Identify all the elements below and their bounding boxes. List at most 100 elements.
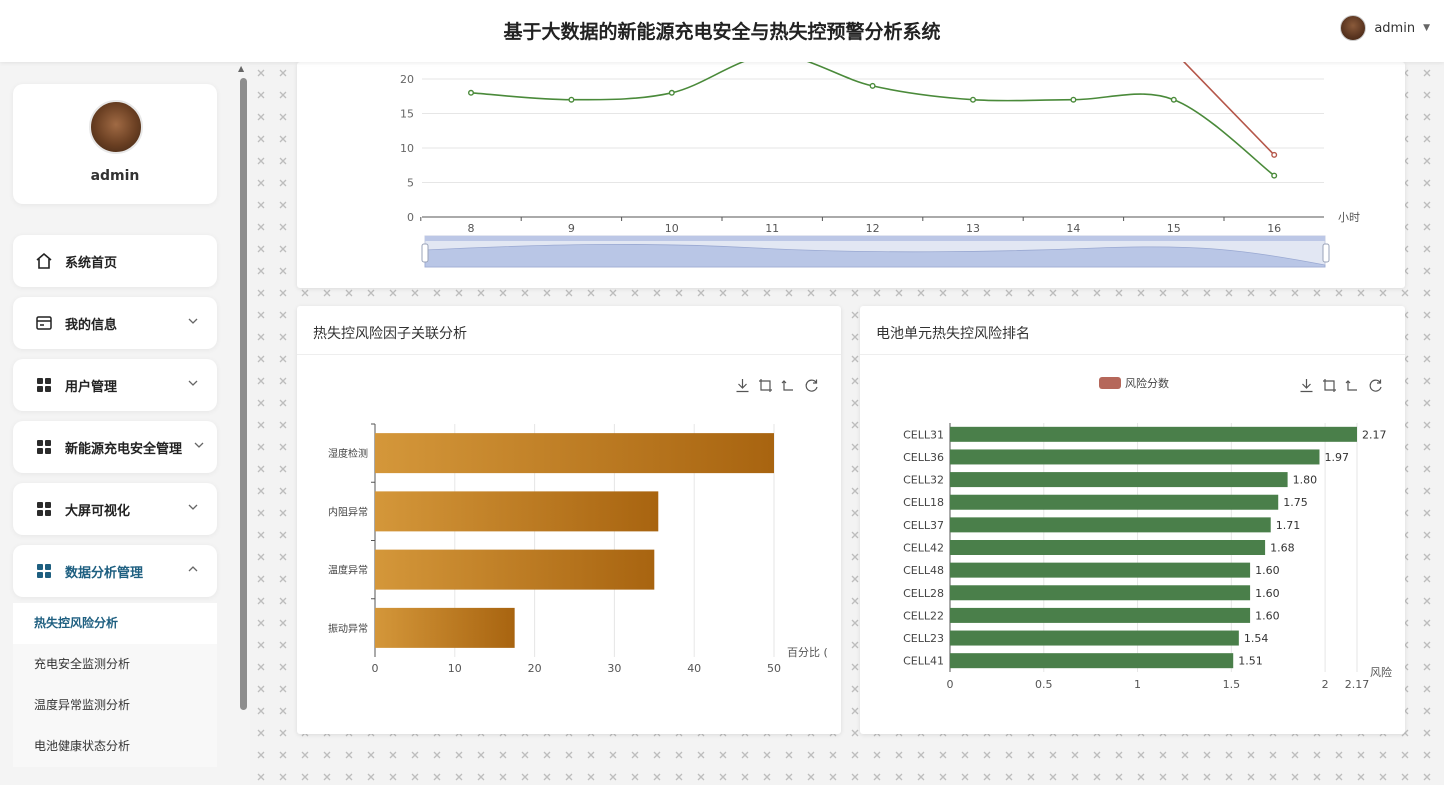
sidebar-item-home[interactable]: 系统首页 xyxy=(13,235,217,287)
restore-icon[interactable] xyxy=(803,377,820,394)
zoom-icon[interactable] xyxy=(1321,377,1338,394)
x-tick-label: 50 xyxy=(767,662,781,675)
data-label: 1.97 xyxy=(1324,451,1349,464)
y-tick-label: 5 xyxy=(407,177,414,190)
bar xyxy=(375,549,655,590)
chart-toolbox xyxy=(1298,377,1384,394)
x-tick-label: 40 xyxy=(687,662,701,675)
sidebar-item-big-screen[interactable]: 大屏可视化 xyxy=(13,483,217,535)
sidebar-item-charging-safety[interactable]: 新能源充电安全管理 xyxy=(13,421,217,473)
avatar[interactable] xyxy=(1340,15,1367,41)
sidebar-item-label: 系统首页 xyxy=(65,255,118,271)
x-axis-unit: 小时 xyxy=(1338,211,1360,224)
data-point xyxy=(1070,96,1077,103)
divider xyxy=(297,354,841,355)
y-tick-label: CELL22 xyxy=(903,609,944,622)
sidebar-item-label: 数据分析管理 xyxy=(65,565,144,581)
y-tick-label: 内阻异常 xyxy=(328,505,368,518)
bar xyxy=(950,630,1239,646)
data-point xyxy=(467,89,474,96)
bar xyxy=(950,540,1266,555)
x-tick-label: 12 xyxy=(866,222,880,235)
zoom-reset-icon[interactable] xyxy=(1344,377,1361,394)
submenu-item-charging-monitor[interactable]: 充电安全监测分析 xyxy=(13,644,217,685)
chevron-down-icon xyxy=(193,439,205,454)
grid-icon xyxy=(35,376,53,394)
x-axis-label: 风险 xyxy=(1370,665,1392,679)
submenu-item-temperature-monitor[interactable]: 温度异常监测分析 xyxy=(13,685,217,726)
data-label: 1.80 xyxy=(1293,474,1318,487)
submenu-data-analysis: 热失控风险分析 充电安全监测分析 温度异常监测分析 电池健康状态分析 xyxy=(13,603,217,785)
data-label: 2.17 xyxy=(1362,428,1387,441)
data-point xyxy=(869,82,876,89)
bar xyxy=(950,562,1251,578)
data-point xyxy=(1170,96,1177,103)
data-label: 1.51 xyxy=(1238,655,1263,668)
data-zoom-handle-right xyxy=(1322,243,1330,263)
data-zoom-preview xyxy=(424,243,1326,268)
sidebar: admin 系统首页 我的信息 用户管理 新能源充电安全管理 大屏可视化 xyxy=(0,62,250,785)
legend-swatch xyxy=(1099,377,1121,389)
data-label: 1.60 xyxy=(1255,564,1280,577)
submenu-item-thermal-risk[interactable]: 热失控风险分析 xyxy=(13,603,217,644)
data-label: 1.71 xyxy=(1276,519,1301,532)
bar xyxy=(950,472,1288,488)
user-menu[interactable]: admin ▼ xyxy=(1340,15,1430,41)
download-icon[interactable] xyxy=(1298,377,1315,394)
hourly-trend-card: 0 5 10 15 20 8 9 10 11 12 13 14 15 16 小时 xyxy=(297,62,1405,288)
data-zoom-top-bar xyxy=(425,236,1325,241)
y-tick-label: 20 xyxy=(400,73,414,86)
bar xyxy=(950,494,1279,510)
x-tick-label: 1.5 xyxy=(1223,678,1241,691)
sidebar-item-my-info[interactable]: 我的信息 xyxy=(13,297,217,349)
y-tick-label: CELL18 xyxy=(903,496,944,509)
sidebar-item-user-management[interactable]: 用户管理 xyxy=(13,359,217,411)
divider xyxy=(860,354,1405,355)
factor-analysis-card: 热失控风险因子关联分析 0 10 20 30 40 50 百分比 (湿度检测 内阻异常 温度异常… xyxy=(297,306,841,734)
sidebar-item-label: 用户管理 xyxy=(65,379,118,395)
x-tick-label: 15 xyxy=(1167,222,1181,235)
zoom-reset-icon[interactable] xyxy=(780,377,797,394)
hourly-line-chart: 0 5 10 15 20 8 9 10 11 12 13 14 15 16 小时 xyxy=(400,62,1360,268)
grid-icon xyxy=(35,500,53,518)
home-icon xyxy=(35,252,53,270)
scroll-up-icon[interactable]: ▲ xyxy=(238,64,245,73)
bar xyxy=(950,607,1251,623)
data-label: 1.60 xyxy=(1255,587,1280,600)
page-title: 基于大数据的新能源充电安全与热失控预警分析系统 xyxy=(503,21,941,43)
restore-icon[interactable] xyxy=(1367,377,1384,394)
y-tick-label: CELL41 xyxy=(903,655,944,668)
sidebar-scroll-thumb[interactable] xyxy=(240,78,247,710)
x-tick-label: 2.17 xyxy=(1345,678,1370,691)
profile-avatar xyxy=(89,100,143,154)
user-name[interactable]: admin xyxy=(1374,20,1416,36)
bar xyxy=(950,449,1320,465)
data-label: 1.75 xyxy=(1283,496,1308,509)
submenu-item-battery-health[interactable]: 电池健康状态分析 xyxy=(13,726,217,767)
x-tick-label: 13 xyxy=(966,222,980,235)
data-point xyxy=(568,96,575,103)
data-label: 1.60 xyxy=(1255,609,1280,622)
download-icon[interactable] xyxy=(734,377,751,394)
x-tick-label: 0 xyxy=(947,678,954,691)
y-tick-label: 15 xyxy=(400,108,414,121)
chart-toolbox xyxy=(734,377,820,394)
zoom-icon[interactable] xyxy=(757,377,774,394)
caret-down-icon[interactable]: ▼ xyxy=(1423,23,1430,33)
x-tick-label: 0 xyxy=(372,662,379,675)
bar xyxy=(950,653,1234,669)
bar xyxy=(375,491,659,532)
x-tick-label: 30 xyxy=(607,662,621,675)
profile-name: admin xyxy=(90,168,140,184)
grid-icon xyxy=(35,438,53,456)
x-tick-label: 10 xyxy=(448,662,462,675)
sidebar-item-label: 大屏可视化 xyxy=(65,503,131,519)
sidebar-item-data-analysis[interactable]: 数据分析管理 xyxy=(13,545,217,597)
y-tick-label: CELL23 xyxy=(903,632,944,645)
bar xyxy=(950,585,1251,601)
y-tick-label: CELL42 xyxy=(903,542,944,555)
y-tick-label: 湿度检测 xyxy=(328,447,368,460)
card-title: 热失控风险因子关联分析 xyxy=(313,326,467,342)
bar xyxy=(950,517,1271,533)
